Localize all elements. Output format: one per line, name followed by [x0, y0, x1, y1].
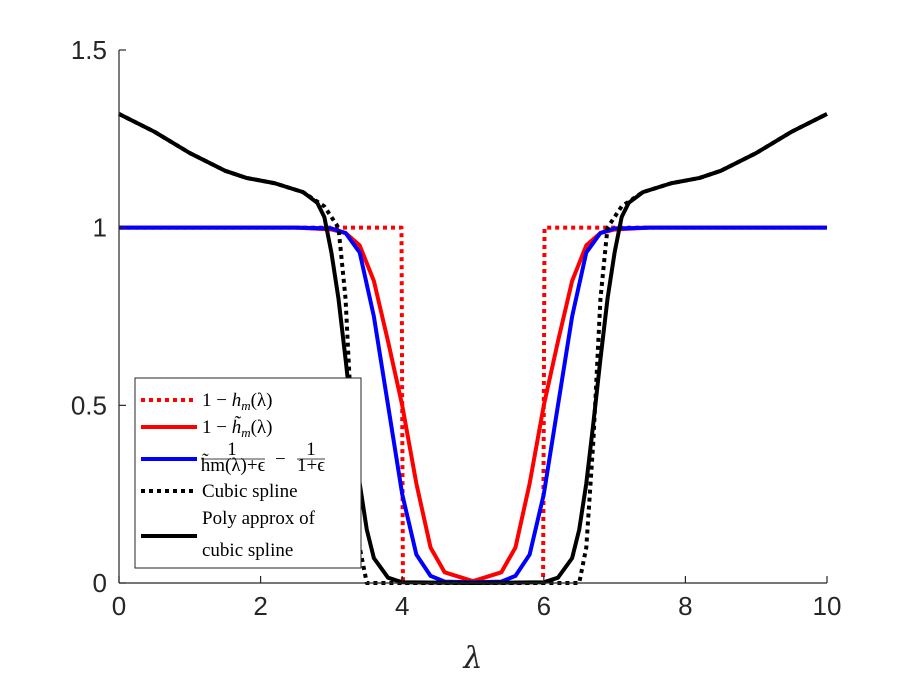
- legend-3-num2: 1: [306, 439, 316, 460]
- x-tick-label: 4: [395, 591, 409, 621]
- legend-label-2: 1 − h̃m(λ): [202, 416, 272, 440]
- tick-layer: 0 2 4 6 8 10 0 0.5 1 1.5: [71, 35, 842, 621]
- y-tick-label: 0: [93, 568, 107, 598]
- y-tick-label: 1.5: [71, 35, 107, 65]
- x-tick-label: 0: [112, 591, 126, 621]
- legend-3-den1: h̃m(λ)+ϵ: [201, 453, 266, 476]
- legend-label-4: Cubic spline: [202, 481, 298, 502]
- axes-layer: [118, 50, 827, 584]
- legend-3-minus: −: [275, 449, 286, 470]
- legend-3-den2: 1+ϵ: [297, 455, 325, 476]
- x-tick-label: 8: [678, 591, 692, 621]
- x-tick-label: 10: [813, 591, 842, 621]
- legend-label-5b: cubic spline: [202, 540, 293, 561]
- y-tick-label: 1: [93, 213, 107, 243]
- legend: 1 − hm(λ) 1 − h̃m(λ) 1 h̃m(λ)+ϵ − 1 1+ϵ …: [134, 377, 362, 569]
- y-tick-label: 0.5: [71, 390, 107, 420]
- legend-label-1: 1 − hm(λ): [202, 390, 272, 413]
- x-axis-title: λ: [462, 641, 482, 676]
- x-tick-label: 6: [537, 591, 551, 621]
- x-tick-label: 2: [253, 591, 267, 621]
- legend-3-num1: 1: [227, 439, 237, 460]
- legend-label-3: 1 h̃m(λ)+ϵ − 1 1+ϵ: [201, 439, 326, 476]
- legend-label-5a: Poly approx of: [202, 508, 316, 529]
